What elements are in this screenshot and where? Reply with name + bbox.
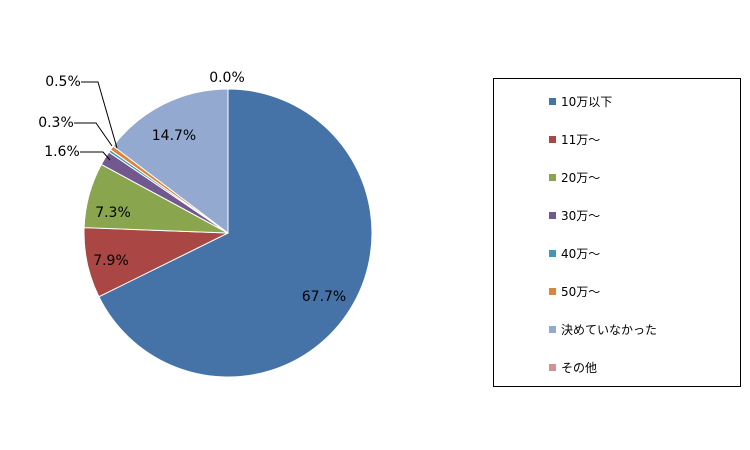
legend-swatch-kimete-inakatta: [549, 326, 556, 333]
legend-label-11man: 11万～: [561, 133, 601, 147]
leader-line-50man: [81, 81, 118, 149]
legend-item-11man: 11万～: [549, 131, 600, 148]
legend: 10万以下 11万～ 20万～ 30万～ 40万～ 50万～ 決めていなかった: [493, 78, 741, 387]
legend-item-30man: 30万～: [549, 207, 600, 224]
legend-item-40man: 40万～: [549, 245, 600, 262]
legend-swatch-50man: [549, 288, 556, 295]
legend-item-10man-ika: 10万以下: [549, 93, 612, 110]
legend-label-20man: 20万～: [561, 171, 601, 185]
leader-line-40man: [74, 122, 113, 147]
legend-label-40man: 40万～: [561, 247, 601, 261]
legend-label-30man: 30万～: [561, 209, 601, 223]
data-label-kimete-inakatta: 14.7%: [152, 128, 196, 144]
data-label-30man: 1.6%: [44, 144, 80, 160]
legend-label-10man-ika: 10万以下: [561, 95, 613, 109]
legend-swatch-10man-ika: [549, 98, 556, 105]
legend-item-kimete-inakatta: 決めていなかった: [549, 321, 657, 338]
legend-item-50man: 50万～: [549, 283, 600, 300]
data-label-50man: 0.5%: [45, 74, 81, 90]
pie-slice-kimete-inakatta: [112, 88, 229, 235]
pie-slice-10man-ika: [98, 88, 373, 378]
data-label-sonota: 0.0%: [209, 70, 245, 86]
legend-swatch-30man: [549, 212, 556, 219]
legend-label-50man: 50万～: [561, 285, 601, 299]
data-label-40man: 0.3%: [38, 115, 74, 131]
legend-swatch-40man: [549, 250, 556, 257]
legend-swatch-11man: [549, 136, 556, 143]
data-label-10man-ika: 67.7%: [302, 289, 346, 305]
legend-swatch-sonota: [549, 364, 556, 371]
legend-swatch-20man: [549, 174, 556, 181]
data-label-20man: 7.3%: [95, 205, 131, 221]
data-label-11man: 7.9%: [93, 253, 129, 269]
legend-item-20man: 20万～: [549, 169, 600, 186]
leader-line-30man: [80, 151, 111, 161]
legend-item-sonota: その他: [549, 359, 597, 376]
legend-label-sonota: その他: [561, 361, 598, 375]
legend-label-kimete-inakatta: 決めていなかった: [561, 323, 658, 337]
